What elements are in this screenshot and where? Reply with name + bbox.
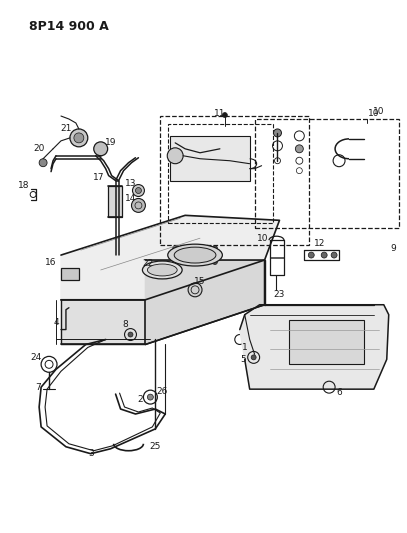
Text: 23: 23 bbox=[274, 290, 285, 300]
Circle shape bbox=[308, 252, 314, 258]
Text: 21: 21 bbox=[60, 124, 72, 133]
Text: 2: 2 bbox=[138, 394, 143, 403]
Circle shape bbox=[212, 260, 217, 264]
Circle shape bbox=[295, 145, 303, 153]
Text: 12: 12 bbox=[313, 239, 325, 248]
Circle shape bbox=[321, 252, 327, 258]
Text: 6: 6 bbox=[336, 387, 342, 397]
Ellipse shape bbox=[168, 244, 222, 266]
Circle shape bbox=[39, 159, 47, 167]
Text: 18: 18 bbox=[18, 181, 29, 190]
Polygon shape bbox=[145, 260, 265, 344]
Polygon shape bbox=[240, 305, 389, 389]
Circle shape bbox=[136, 188, 141, 193]
Circle shape bbox=[167, 148, 183, 164]
Circle shape bbox=[74, 133, 84, 143]
Polygon shape bbox=[61, 300, 145, 344]
Text: 7: 7 bbox=[35, 383, 41, 392]
Ellipse shape bbox=[142, 261, 182, 279]
Text: 9: 9 bbox=[391, 244, 396, 253]
Text: 10: 10 bbox=[257, 233, 268, 243]
Text: 11: 11 bbox=[214, 109, 225, 118]
Text: 17: 17 bbox=[93, 173, 105, 182]
Circle shape bbox=[212, 246, 217, 251]
Text: 15: 15 bbox=[194, 277, 206, 286]
Circle shape bbox=[188, 283, 202, 297]
Bar bbox=[168, 124, 273, 223]
Circle shape bbox=[147, 394, 153, 400]
Circle shape bbox=[128, 332, 133, 337]
Text: 20: 20 bbox=[33, 144, 45, 154]
Text: 4: 4 bbox=[53, 318, 59, 327]
Bar bbox=[160, 116, 309, 245]
Polygon shape bbox=[61, 215, 280, 300]
Ellipse shape bbox=[174, 247, 216, 263]
Circle shape bbox=[131, 198, 145, 212]
Circle shape bbox=[251, 355, 256, 360]
Circle shape bbox=[133, 184, 144, 197]
Text: 24: 24 bbox=[31, 353, 42, 362]
Text: 25: 25 bbox=[150, 442, 161, 451]
Text: 16: 16 bbox=[45, 257, 57, 266]
Circle shape bbox=[222, 112, 228, 117]
Text: 14: 14 bbox=[125, 194, 136, 203]
Text: 8P14 900 A: 8P14 900 A bbox=[29, 20, 109, 33]
Text: 26: 26 bbox=[157, 386, 168, 395]
Text: 10: 10 bbox=[373, 107, 385, 116]
Text: 22: 22 bbox=[143, 259, 154, 268]
Circle shape bbox=[173, 260, 178, 264]
Text: 5: 5 bbox=[240, 355, 245, 364]
Circle shape bbox=[331, 252, 337, 258]
Text: 8: 8 bbox=[123, 320, 129, 329]
Text: 19: 19 bbox=[105, 139, 116, 147]
Bar bbox=[289, 320, 364, 365]
Bar bbox=[61, 268, 79, 280]
Text: 13: 13 bbox=[125, 179, 136, 188]
Bar bbox=[170, 136, 249, 181]
Ellipse shape bbox=[147, 264, 177, 276]
Circle shape bbox=[274, 129, 282, 137]
Circle shape bbox=[94, 142, 108, 156]
Circle shape bbox=[70, 129, 88, 147]
Text: 1: 1 bbox=[242, 343, 247, 352]
Text: 10: 10 bbox=[368, 109, 380, 118]
Text: 3: 3 bbox=[88, 449, 94, 458]
Bar bbox=[255, 119, 399, 228]
Circle shape bbox=[173, 246, 178, 251]
Bar bbox=[108, 185, 122, 217]
